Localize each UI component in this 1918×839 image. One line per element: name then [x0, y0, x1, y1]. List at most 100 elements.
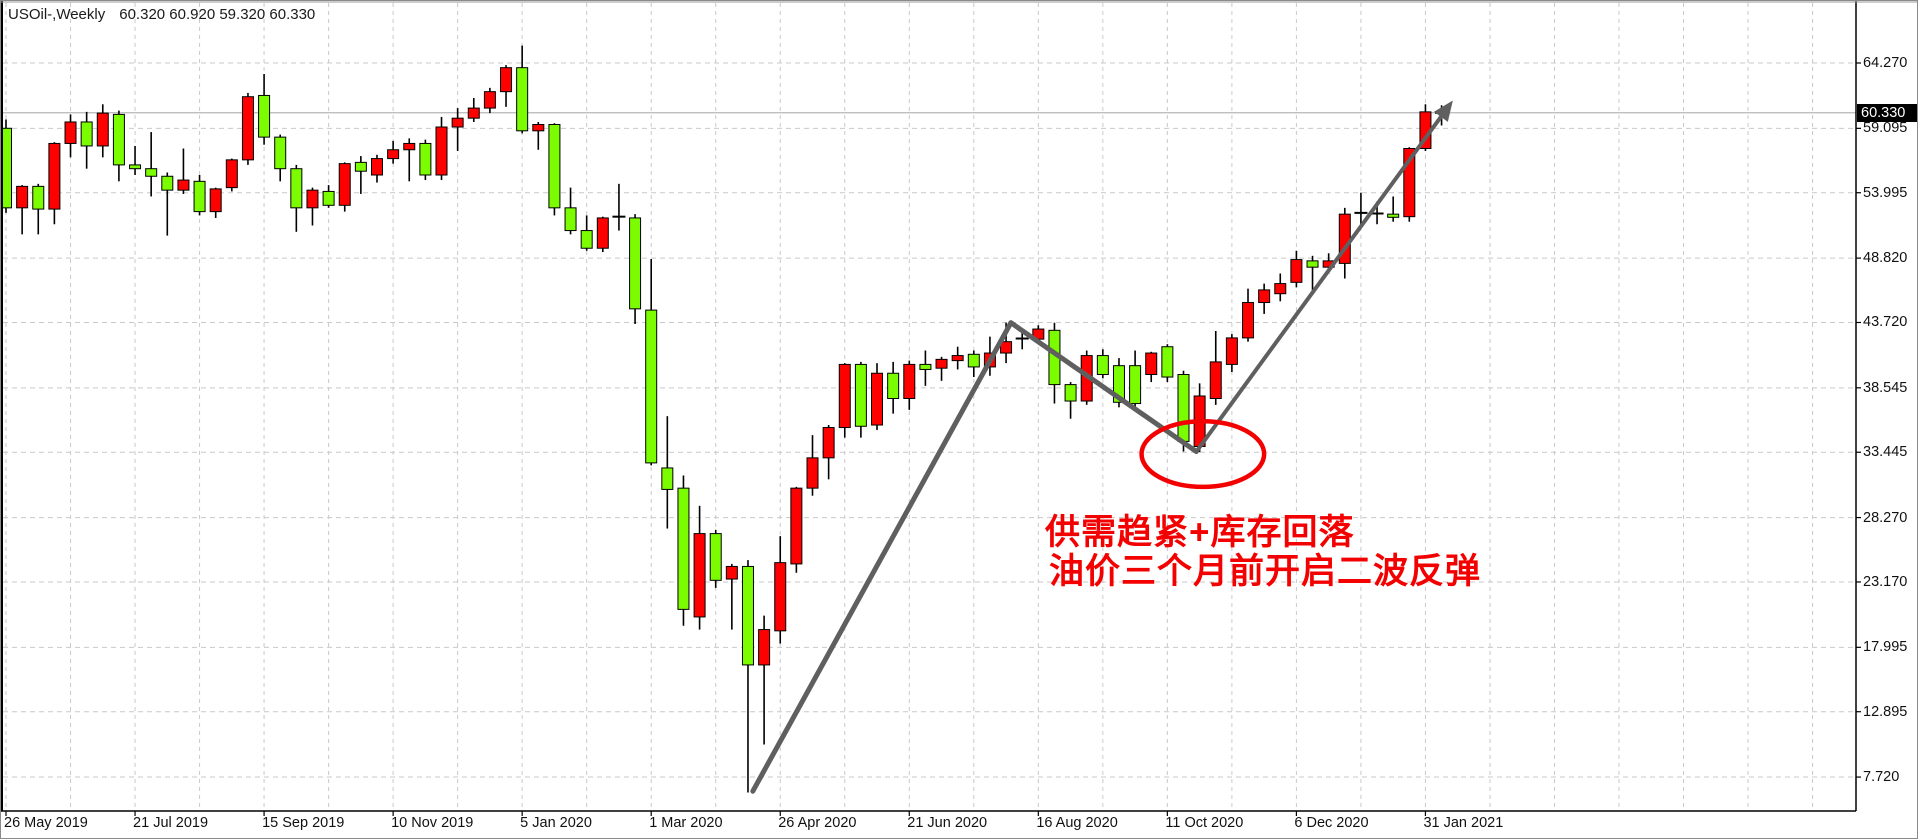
candle-body	[145, 168, 158, 177]
candle-body	[790, 487, 803, 565]
candle	[80, 111, 93, 169]
candle	[596, 216, 609, 253]
candle	[709, 529, 722, 588]
candle-body	[258, 94, 271, 138]
candle	[354, 156, 367, 194]
candle-body	[967, 353, 980, 368]
candle	[483, 87, 496, 114]
candle	[193, 175, 206, 216]
date-axis-label: 16 Aug 2020	[1036, 815, 1118, 831]
candle-body	[1242, 302, 1255, 339]
candle	[177, 148, 190, 194]
annotation-text-line2: 油价三个月前开启二波反弹	[1049, 552, 1482, 591]
candle	[548, 123, 561, 216]
candle-body	[871, 372, 884, 426]
candle	[16, 185, 29, 235]
candle-body	[838, 363, 851, 429]
highlight-ellipse[interactable]	[1139, 418, 1267, 490]
candle	[822, 425, 835, 480]
candle	[871, 363, 884, 431]
candle	[96, 104, 109, 158]
candle-body	[112, 113, 125, 166]
candle-body	[306, 189, 319, 209]
candle	[467, 97, 480, 122]
candle	[580, 215, 593, 251]
candle	[693, 505, 706, 630]
price-axis-label: 43.720	[1863, 314, 1908, 331]
candle-body	[677, 487, 690, 610]
candle	[741, 560, 754, 793]
candle	[403, 138, 416, 182]
candle	[338, 162, 351, 212]
candle-body	[322, 190, 335, 206]
candle	[967, 350, 980, 378]
candle	[435, 116, 448, 181]
candle	[145, 132, 158, 197]
candle-body	[903, 363, 916, 399]
candle-body	[854, 363, 867, 427]
candle-body	[1177, 374, 1190, 442]
candle-body	[919, 363, 932, 370]
date-axis-label: 26 May 2019	[4, 815, 88, 831]
candle-body	[370, 158, 383, 176]
candle-body	[290, 168, 303, 209]
candle-body	[209, 188, 222, 213]
candle	[774, 536, 787, 644]
candle-body	[935, 358, 948, 369]
candle	[274, 134, 287, 182]
price-axis-label: 53.995	[1863, 184, 1908, 201]
candle-body	[225, 159, 238, 189]
candle	[112, 110, 125, 182]
candle-body	[1000, 341, 1013, 354]
candle-body	[1306, 260, 1319, 268]
candle-body	[241, 96, 254, 161]
candle	[129, 145, 142, 176]
candle	[1225, 334, 1238, 372]
candle-body	[500, 67, 513, 93]
candle	[806, 435, 819, 496]
candle	[532, 121, 545, 150]
candle-body	[3, 127, 12, 209]
candle-body	[725, 565, 738, 580]
candle-body	[193, 180, 206, 213]
candle	[1209, 330, 1222, 405]
trend-line[interactable]	[750, 320, 1014, 794]
candle-body	[16, 185, 29, 209]
candle-body	[741, 565, 754, 666]
candle	[612, 183, 626, 231]
date-axis-label: 5 Jan 2020	[520, 815, 592, 831]
candle-body	[1161, 346, 1174, 378]
date-axis-label: 31 Jan 2021	[1423, 815, 1504, 831]
candle	[1161, 344, 1174, 383]
candle-body	[274, 136, 287, 170]
price-axis-label: 38.545	[1863, 379, 1908, 396]
candle	[419, 139, 432, 181]
price-axis-label: 64.270	[1863, 55, 1908, 71]
candle-body	[177, 179, 190, 191]
candle	[1048, 322, 1061, 404]
candle-body	[32, 185, 45, 210]
candle-body	[1225, 337, 1238, 365]
price-axis-label: 12.895	[1863, 703, 1908, 720]
price-axis-label: 7.720	[1863, 769, 1900, 786]
chart-symbol-period: USOil-,Weekly	[8, 6, 106, 23]
date-axis-label: 1 Mar 2020	[649, 815, 723, 831]
candle-body	[64, 121, 77, 144]
candle-body	[564, 207, 577, 232]
price-axis-label: 48.820	[1863, 250, 1908, 267]
date-axis-label: 21 Jun 2020	[907, 815, 988, 831]
candle-body	[951, 355, 964, 362]
candle	[258, 73, 271, 145]
candle	[322, 185, 335, 208]
candle-body	[419, 142, 432, 176]
candle-body	[629, 217, 642, 310]
price-axis-label: 33.445	[1863, 444, 1908, 461]
trend-line[interactable]	[1194, 106, 1449, 454]
candle	[1096, 349, 1109, 379]
plot-area[interactable]	[1, 3, 1856, 811]
candle	[1145, 351, 1158, 383]
candle-body	[1387, 213, 1400, 218]
candle	[790, 486, 803, 573]
candle-body	[548, 123, 561, 209]
